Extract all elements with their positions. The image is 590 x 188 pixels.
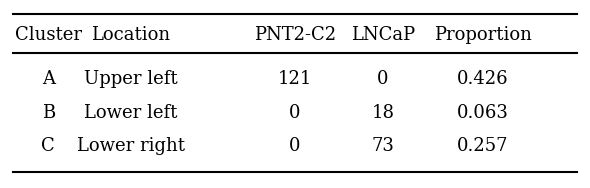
Text: 0.426: 0.426 [457, 70, 509, 88]
Text: C: C [41, 137, 55, 155]
Text: Lower right: Lower right [77, 137, 185, 155]
Text: 18: 18 [372, 104, 395, 121]
Text: 0: 0 [378, 70, 389, 88]
Text: 121: 121 [278, 70, 312, 88]
Text: PNT2-C2: PNT2-C2 [254, 26, 336, 44]
Text: 0.257: 0.257 [457, 137, 509, 155]
Text: Upper left: Upper left [84, 70, 178, 88]
Text: B: B [42, 104, 55, 121]
Text: Lower left: Lower left [84, 104, 177, 121]
Text: A: A [42, 70, 55, 88]
Text: Location: Location [91, 26, 170, 44]
Text: 73: 73 [372, 137, 395, 155]
Text: 0: 0 [289, 104, 301, 121]
Text: LNCaP: LNCaP [351, 26, 415, 44]
Text: 0: 0 [289, 137, 301, 155]
Text: Cluster: Cluster [15, 26, 82, 44]
Text: Proportion: Proportion [434, 26, 532, 44]
Text: 0.063: 0.063 [457, 104, 509, 121]
